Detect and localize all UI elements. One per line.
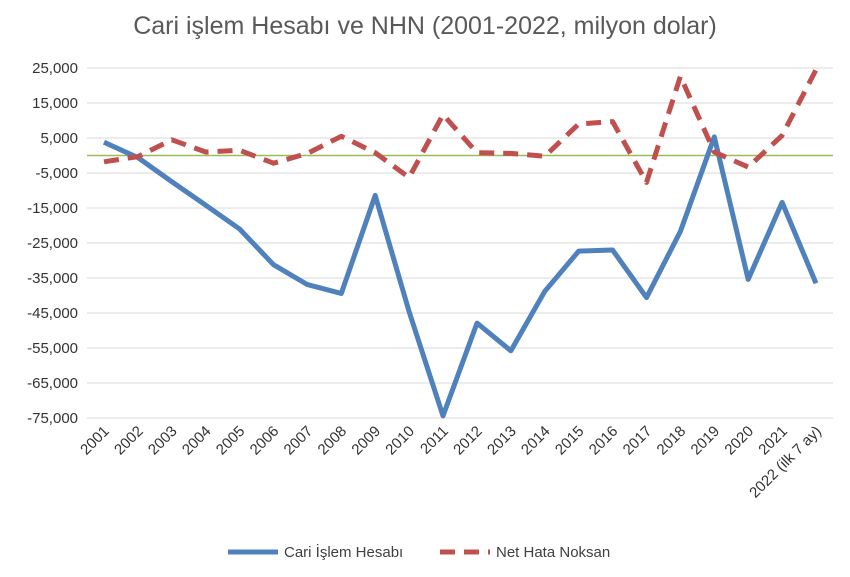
data-point — [474, 150, 479, 155]
data-point — [542, 289, 547, 294]
x-axis-ticks: 2001200220032004200520062007200820092010… — [77, 423, 825, 502]
y-tick-label: -55,000 — [27, 340, 78, 357]
data-point — [814, 67, 819, 72]
y-tick-label: 5,000 — [40, 130, 78, 147]
data-point — [373, 193, 378, 198]
data-point — [237, 227, 242, 232]
x-tick-label: 2012 — [450, 423, 486, 459]
data-point — [407, 175, 412, 180]
x-tick-label: 2019 — [688, 423, 724, 459]
data-point — [780, 200, 785, 205]
data-point — [203, 203, 208, 208]
grid-lines — [87, 67, 833, 419]
y-tick-label: -75,000 — [27, 410, 78, 427]
legend-label: Net Hata Noksan — [496, 544, 610, 561]
data-point — [271, 262, 276, 267]
data-point — [746, 277, 751, 282]
data-point — [678, 229, 683, 234]
data-point — [339, 134, 344, 139]
data-point — [610, 248, 615, 253]
x-tick-label: 2018 — [654, 423, 690, 459]
x-tick-label: 2014 — [518, 423, 554, 459]
data-point — [610, 119, 615, 124]
x-tick-label: 2002 — [111, 423, 147, 459]
data-point — [678, 74, 683, 79]
x-tick-label: 2015 — [552, 423, 588, 459]
y-tick-label: 25,000 — [32, 60, 78, 77]
x-tick-label: 2017 — [620, 423, 656, 459]
data-point — [101, 140, 106, 145]
data-point — [712, 134, 717, 139]
data-point — [135, 154, 140, 159]
data-point — [644, 295, 649, 300]
y-tick-label: -35,000 — [27, 270, 78, 287]
y-tick-label: -15,000 — [27, 200, 78, 217]
y-tick-label: -65,000 — [27, 375, 78, 392]
data-point — [814, 281, 819, 286]
y-axis-ticks: 25,000 15,000 5,000 -5,000 -15,000 -25,000 -35… — [27, 60, 78, 427]
data-point — [576, 249, 581, 254]
legend-label: Cari İşlem Hesabı — [284, 543, 403, 561]
series-line-net-hata-noksan — [103, 68, 819, 185]
data-point — [169, 179, 174, 184]
data-point — [542, 154, 547, 159]
data-point — [305, 151, 310, 156]
data-point — [237, 148, 242, 153]
x-tick-label: 2010 — [382, 423, 418, 459]
chart-title: Cari işlem Hesabı ve NHN (2001-2022, mil… — [133, 12, 717, 40]
data-point — [203, 150, 208, 155]
series-line-cari-islem — [102, 134, 819, 419]
data-point — [373, 150, 378, 155]
y-tick-label: 15,000 — [32, 95, 78, 112]
series-lines — [101, 67, 819, 419]
data-point — [169, 137, 174, 142]
data-point — [780, 133, 785, 138]
x-tick-label: 2011 — [417, 423, 452, 458]
x-tick-label: 2008 — [315, 423, 351, 459]
data-point — [101, 159, 106, 164]
x-tick-label: 2013 — [484, 423, 520, 459]
data-point — [644, 180, 649, 185]
y-tick-label: -25,000 — [27, 235, 78, 252]
data-point — [441, 112, 446, 117]
y-tick-label: -45,000 — [27, 305, 78, 322]
x-tick-label: 2001 — [77, 423, 113, 459]
x-tick-label: 2009 — [348, 423, 384, 459]
data-point — [441, 413, 446, 418]
x-tick-label: 2004 — [179, 423, 215, 459]
data-point — [305, 282, 310, 287]
legend: Cari İşlem Hesabı Net Hata Noksan — [228, 543, 610, 561]
data-point — [271, 161, 276, 166]
y-tick-label: -5,000 — [35, 165, 78, 182]
data-point — [576, 122, 581, 127]
data-point — [746, 165, 751, 170]
data-point — [508, 151, 513, 156]
x-tick-label: 2016 — [586, 423, 622, 459]
x-tick-label: 2020 — [721, 423, 757, 459]
x-tick-label: 2007 — [281, 423, 317, 459]
data-point — [407, 309, 412, 314]
data-point — [474, 321, 479, 326]
data-point — [339, 291, 344, 296]
x-tick-label: 2005 — [213, 423, 249, 459]
x-tick-label: 2006 — [247, 423, 283, 459]
data-point — [508, 348, 513, 353]
x-tick-label: 2003 — [145, 423, 181, 459]
data-point — [712, 150, 717, 155]
